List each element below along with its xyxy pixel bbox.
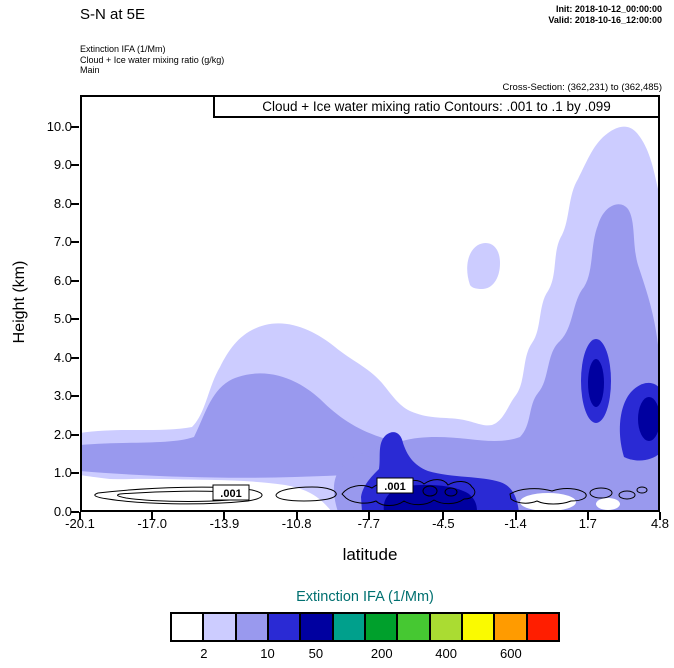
y-tick-label: 7.0 — [53, 234, 72, 250]
y-tick-label: 8.0 — [53, 195, 72, 211]
x-tick-mark — [295, 512, 298, 520]
y-tick-label: 2.0 — [53, 426, 72, 442]
x-tick-mark — [151, 512, 154, 520]
shading-level2-left — [80, 373, 437, 478]
y-tick-label: 10.0 — [46, 118, 72, 134]
colorbar-tick-label: 400 — [435, 646, 457, 661]
x-tick-mark — [79, 512, 81, 520]
x-tick-label: -10.8 — [281, 516, 312, 531]
x-tick-label: -17.0 — [137, 516, 168, 531]
colorbar-tick-label: 600 — [500, 646, 522, 661]
y-tick-mark — [71, 511, 79, 513]
shading-level1-patch — [467, 243, 500, 289]
y-tick-label: 9.0 — [53, 157, 72, 173]
x-tick-mark — [442, 512, 445, 520]
shading-level4-right-core — [638, 397, 660, 441]
y-tick-mark — [71, 472, 79, 475]
colorbar-cell — [301, 614, 334, 640]
colorbar-cell — [268, 614, 302, 640]
colorbar-tick-label: 10 — [260, 646, 275, 661]
x-axis-label: latitude — [342, 545, 398, 564]
y-tick-mark — [71, 433, 79, 436]
y-tick-label: 1.0 — [53, 465, 72, 481]
x-tick-label: 1.7 — [578, 516, 597, 531]
y-tick-mark — [71, 395, 79, 398]
colorbar-cell — [365, 614, 399, 640]
colorbar-title: Extinction IFA (1/Mm) — [296, 589, 434, 605]
x-tick-label: -4.5 — [432, 516, 455, 531]
cross-section-label: Cross-Section: (362,231) to (362,485) — [502, 82, 662, 93]
contour-label-1: .001 — [212, 484, 250, 501]
svg-text:.001: .001 — [384, 481, 405, 493]
y-tick-mark — [71, 164, 79, 167]
x-tick-label: 4.8 — [650, 516, 670, 531]
field-legend: Extinction IFA (1/Mm) Cloud + Ice water … — [80, 44, 224, 76]
colorbar-tick-label: 50 — [308, 646, 324, 661]
y-tick-mark — [71, 241, 79, 244]
clear-gap-1 — [520, 493, 576, 511]
y-tick-mark — [71, 279, 79, 282]
colorbar-cell — [204, 614, 237, 640]
x-tick-label: -20.1 — [65, 516, 95, 531]
x-tick-mark — [659, 512, 661, 520]
colorbar — [170, 612, 560, 642]
y-tick-mark — [71, 356, 79, 359]
contour-plot-canvas: .001 .001 — [80, 95, 660, 512]
contour-info-box: Cloud + Ice water mixing ratio Contours:… — [213, 95, 660, 118]
x-tick-label: -7.7 — [357, 516, 381, 531]
x-tick-mark — [367, 512, 370, 520]
colorbar-tick-label: 2 — [200, 646, 208, 661]
colorbar-cell — [236, 614, 269, 640]
y-tick-mark — [71, 125, 79, 128]
x-tick-mark — [223, 512, 226, 520]
clear-area-lower-left — [80, 478, 310, 512]
y-tick-label: 0.0 — [53, 504, 72, 519]
field-line-extinction: Extinction IFA (1/Mm) — [80, 44, 166, 54]
y-tick-label: 6.0 — [53, 272, 72, 288]
colorbar-cell — [527, 614, 558, 640]
y-tick-label: 5.0 — [53, 311, 72, 327]
shading-level2-right — [333, 204, 660, 512]
colorbar-cell — [462, 614, 496, 640]
y-tick-label: 3.0 — [53, 388, 72, 404]
colorbar-tick-label: 200 — [370, 646, 393, 661]
colorbar-cell — [495, 614, 528, 640]
y-tick-mark — [71, 202, 79, 205]
shading-level4-column-core — [588, 359, 604, 407]
init-time: Init: 2018-10-12_00:00:00 — [555, 4, 662, 14]
clear-gap-2 — [596, 498, 620, 510]
x-tick-label: -13.9 — [209, 516, 240, 531]
colorbar-cell — [333, 614, 366, 640]
x-tick-mark — [514, 512, 517, 520]
y-tick-mark — [71, 318, 79, 321]
x-tick-mark — [586, 512, 589, 520]
x-tick-label: -1.4 — [504, 516, 527, 531]
field-line-domain: Main — [80, 65, 100, 75]
svg-text:.001: .001 — [220, 488, 241, 500]
init-valid-times: Init: 2018-10-12_00:00:00 Valid: 2018-10… — [548, 4, 662, 26]
page-title: S-N at 5E — [80, 6, 146, 23]
y-axis-label: Height (km) — [11, 260, 28, 344]
field-line-cloudice: Cloud + Ice water mixing ratio (g/kg) — [80, 54, 225, 65]
colorbar-cell — [398, 614, 431, 640]
y-tick-label: 4.0 — [53, 349, 72, 365]
colorbar-cell — [430, 614, 463, 640]
valid-time: Valid: 2018-10-16_12:00:00 — [548, 15, 662, 25]
colorbar-cell — [172, 614, 205, 640]
contour-label-2: .001 — [376, 477, 414, 494]
